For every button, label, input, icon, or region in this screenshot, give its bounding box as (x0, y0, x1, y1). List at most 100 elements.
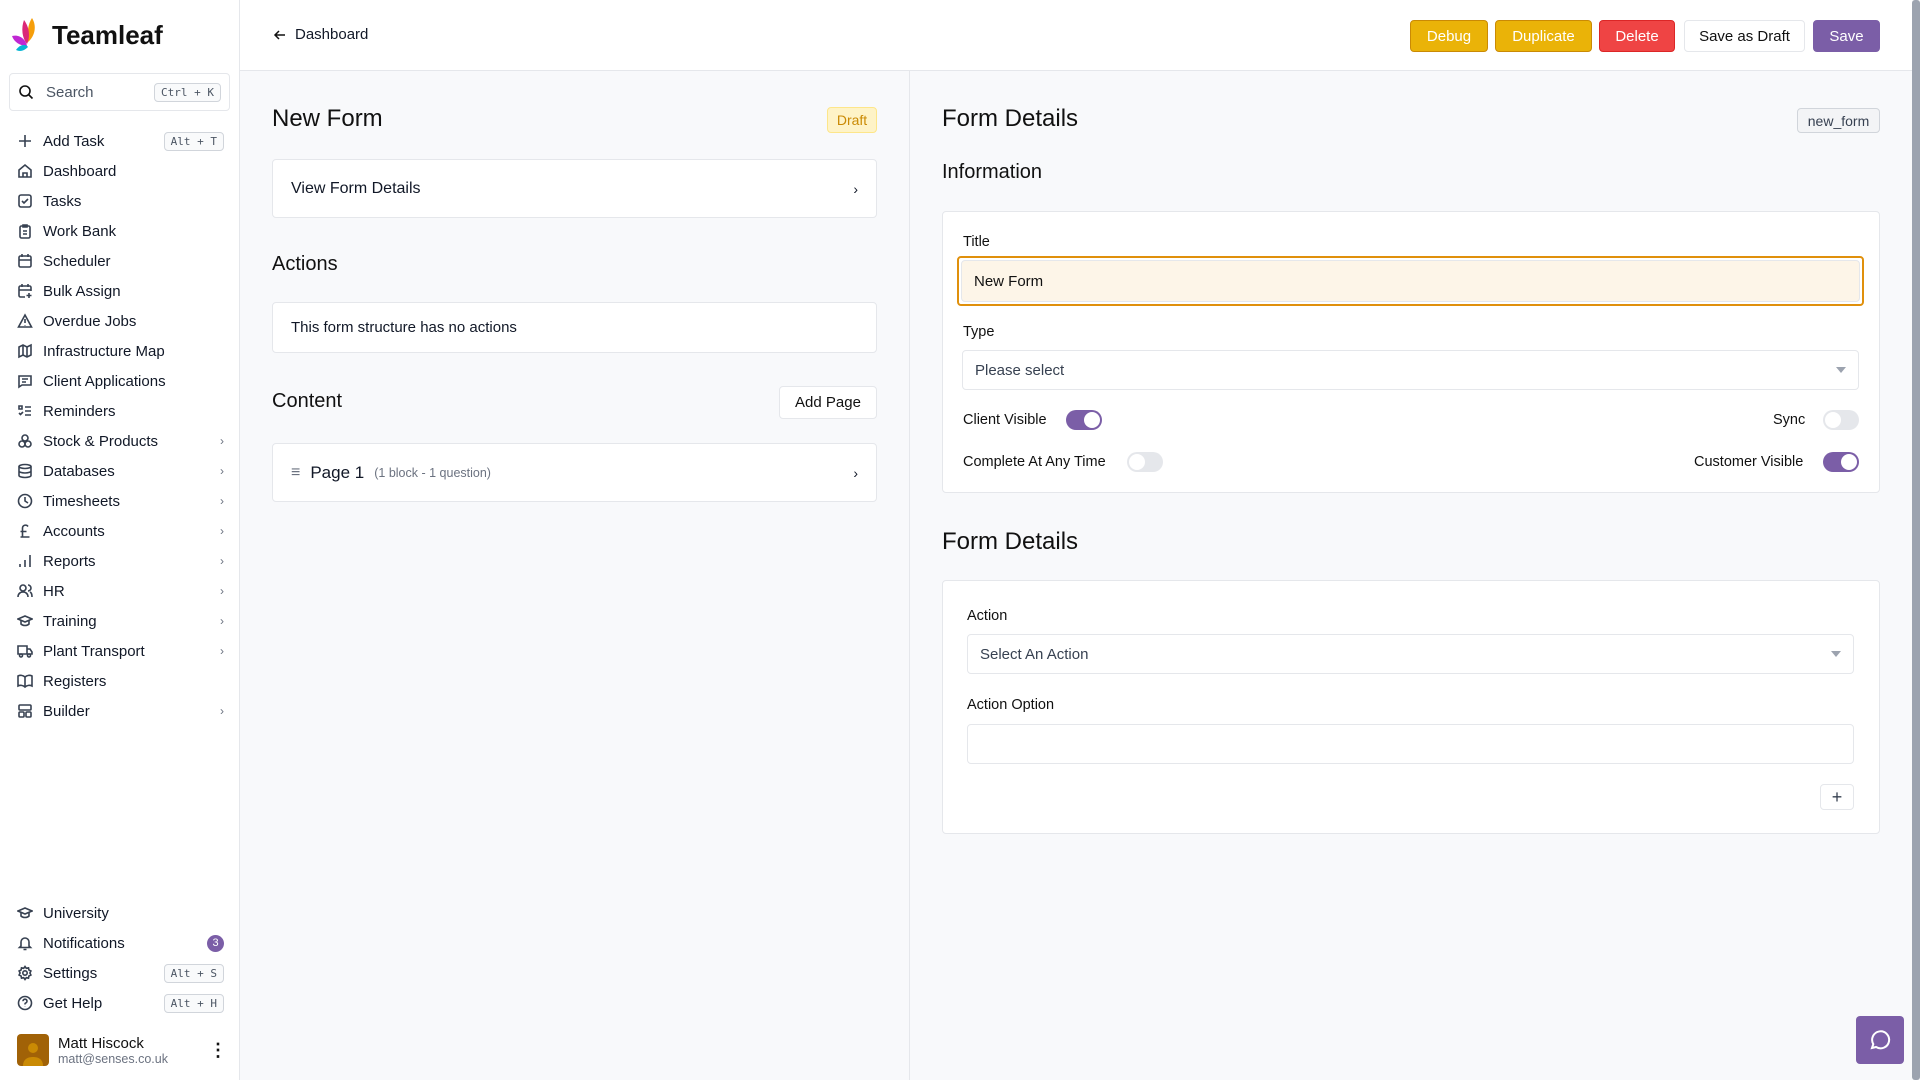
sidebar-item-label: Plant Transport (43, 642, 145, 660)
add-action-button[interactable]: + (1820, 784, 1854, 810)
shortcut-hint: Alt + H (163, 993, 224, 1013)
sidebar-item-client-applications[interactable]: Client Applications (0, 366, 240, 396)
actions-empty-card: This form structure has no actions (272, 302, 877, 353)
bell-icon (17, 937, 33, 951)
more-vertical-icon[interactable]: ⋮ (209, 1040, 227, 1060)
duplicate-button[interactable]: Duplicate (1495, 20, 1592, 52)
sidebar-item-overdue-jobs[interactable]: Overdue Jobs (0, 306, 240, 336)
title-input[interactable]: New Form (961, 260, 1860, 302)
sidebar-item-scheduler[interactable]: Scheduler (0, 246, 240, 276)
sidebar-item-training[interactable]: Training › (0, 606, 240, 636)
chevron-right-icon: › (220, 524, 224, 538)
view-form-details-card[interactable]: View Form Details › (272, 159, 877, 218)
database-icon (18, 463, 32, 479)
save-button[interactable]: Save (1813, 20, 1880, 52)
sidebar-item-get-help[interactable]: Get Help Alt + H (0, 988, 240, 1018)
sidebar-item-reminders[interactable]: Reminders (0, 396, 240, 426)
panel-divider (909, 71, 910, 1080)
form-key-badge: new_form (1797, 108, 1880, 133)
sidebar-item-settings[interactable]: Settings Alt + S (0, 958, 240, 988)
chevron-right-icon: › (220, 614, 224, 628)
sidebar: Teamleaf Search Ctrl + K Add Task Alt + T… (0, 0, 240, 1080)
action-select[interactable]: Select An Action (967, 634, 1854, 674)
page-row[interactable]: ≡ Page 1 (1 block - 1 question) › (272, 443, 877, 502)
sidebar-item-timesheets[interactable]: Timesheets › (0, 486, 240, 516)
sidebar-item-label: Builder (43, 702, 90, 720)
sidebar-item-plant-transport[interactable]: Plant Transport › (0, 636, 240, 666)
sidebar-item-builder[interactable]: Builder › (0, 696, 240, 726)
sidebar-item-registers[interactable]: Registers (0, 666, 240, 696)
arrow-left-icon (273, 29, 285, 40)
sync-toggle[interactable] (1823, 410, 1859, 430)
form-details-title: Form Details (942, 105, 1079, 132)
sidebar-item-reports[interactable]: Reports › (0, 546, 240, 576)
customer-visible-label: Customer Visible (1694, 454, 1804, 470)
search-shortcut: Ctrl + K (154, 82, 221, 102)
sidebar-item-label: Timesheets (43, 492, 120, 510)
sidebar-item-university[interactable]: University (0, 898, 240, 928)
sidebar-item-accounts[interactable]: Accounts › (0, 516, 240, 546)
scrollbar[interactable] (1912, 0, 1920, 1080)
warning-icon (17, 313, 33, 328)
sidebar-item-label: HR (43, 582, 65, 600)
sidebar-item-label: Infrastructure Map (43, 342, 165, 360)
form-title: New Form (272, 105, 383, 132)
user-name: Matt Hiscock (58, 1034, 144, 1052)
save-as-draft-button[interactable]: Save as Draft (1684, 20, 1805, 52)
sidebar-item-tasks[interactable]: Tasks (0, 186, 240, 216)
sidebar-item-bulk-assign[interactable]: Bulk Assign (0, 276, 240, 306)
sidebar-item-dashboard[interactable]: Dashboard (0, 156, 240, 186)
users-icon (17, 584, 33, 598)
caret-down-icon (1836, 367, 1846, 373)
sidebar-item-infrastructure-map[interactable]: Infrastructure Map (0, 336, 240, 366)
type-select[interactable]: Please select (962, 350, 1859, 390)
search-input[interactable]: Search Ctrl + K (9, 73, 230, 111)
chevron-right-icon: › (220, 464, 224, 478)
avatar (17, 1034, 49, 1066)
chevron-right-icon: › (220, 554, 224, 568)
action-label: Action (967, 608, 1008, 624)
teamleaf-logo-icon (12, 18, 35, 51)
sidebar-item-label: University (43, 904, 109, 922)
chevron-right-icon: › (853, 180, 858, 197)
complete-any-time-toggle[interactable] (1127, 452, 1163, 472)
drag-handle-icon[interactable]: ≡ (291, 463, 301, 481)
sidebar-item-label: Work Bank (43, 222, 117, 240)
bar-chart-icon (19, 555, 31, 567)
user-profile[interactable]: Matt Hiscock matt@senses.co.uk ⋮ (17, 1034, 227, 1066)
debug-button[interactable]: Debug (1410, 20, 1488, 52)
delete-button[interactable]: Delete (1599, 20, 1675, 52)
sidebar-item-label: Bulk Assign (43, 282, 121, 300)
customer-visible-toggle[interactable] (1823, 452, 1859, 472)
boxes-icon (18, 434, 32, 448)
top-header: Dashboard Debug Duplicate Delete Save as… (240, 0, 1912, 71)
sidebar-item-work-bank[interactable]: Work Bank (0, 216, 240, 246)
logo[interactable]: Teamleaf (10, 16, 163, 54)
chevron-right-icon: › (220, 434, 224, 448)
chat-button[interactable] (1856, 1016, 1904, 1064)
add-page-button[interactable]: Add Page (779, 386, 877, 419)
sidebar-item-databases[interactable]: Databases › (0, 456, 240, 486)
title-field-focus-ring: New Form (957, 256, 1864, 306)
form-details-heading: Form Details (942, 528, 1079, 555)
view-form-details-label: View Form Details (291, 179, 421, 197)
sidebar-item-notifications[interactable]: Notifications 3 (0, 928, 240, 958)
client-visible-toggle[interactable] (1066, 410, 1102, 430)
pound-icon (20, 524, 30, 538)
action-option-input[interactable] (967, 724, 1854, 764)
back-link[interactable]: Dashboard (273, 26, 368, 43)
sidebar-item-label: Overdue Jobs (43, 312, 137, 330)
sidebar-item-label: Settings (43, 964, 98, 982)
sidebar-bottom-nav: University Notifications 3 Settings Alt + S G… (0, 898, 240, 1018)
sidebar-item-stock-products[interactable]: Stock & Products › (0, 426, 240, 456)
chat-bubble-icon (1870, 1030, 1891, 1050)
sidebar-item-hr[interactable]: HR › (0, 576, 240, 606)
help-circle-icon (17, 995, 33, 1011)
information-heading: Information (942, 161, 1043, 183)
message-square-icon (18, 375, 32, 389)
plus-icon (19, 135, 31, 147)
sidebar-item-add-task[interactable]: Add Task Alt + T (0, 126, 240, 156)
caret-down-icon (1831, 651, 1841, 657)
type-label: Type (963, 324, 995, 340)
title-value: New Form (974, 272, 1044, 290)
